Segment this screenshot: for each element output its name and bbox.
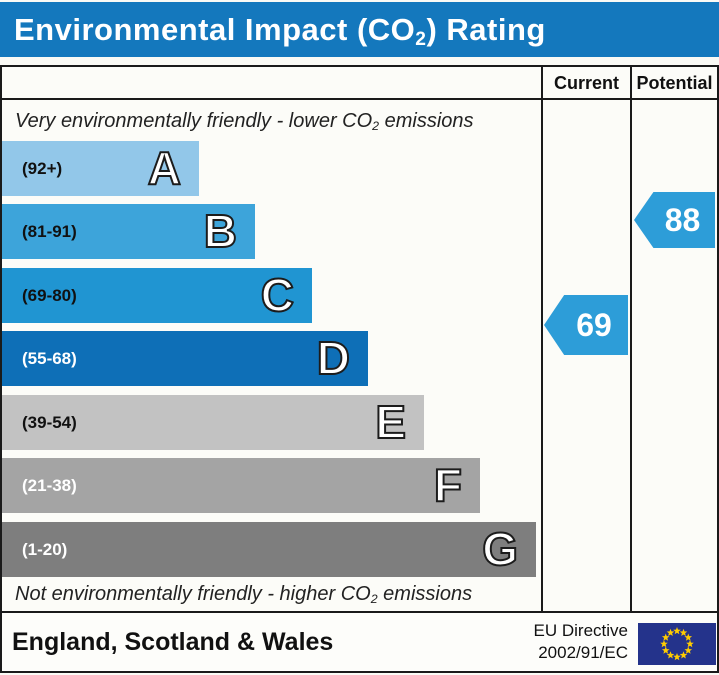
band-c: (69-80) C (2, 268, 312, 323)
band-e-range: (39-54) (22, 412, 77, 432)
band-a-range: (92+) (22, 158, 63, 178)
divider-current-column (541, 67, 543, 611)
band-a-letter: A (147, 141, 182, 195)
band-f-range: (21-38) (22, 475, 77, 495)
band-d-letter: D (316, 331, 351, 385)
footer: England, Scotland & Wales EU Directive 2… (0, 611, 719, 673)
divider-potential-column (630, 67, 632, 611)
top-note: Very environmentally friendly - lower CO… (15, 109, 474, 133)
band-b-letter: B (203, 204, 238, 258)
band-f-letter: F (433, 458, 463, 512)
column-header-current: Current (553, 73, 619, 93)
eu-directive-label: EU Directive 2002/91/EC (533, 620, 628, 662)
band-d-range: (55-68) (22, 348, 77, 368)
page-title: Environmental Impact (CO2) Rating (14, 11, 546, 50)
rating-table: Current Potential Very environmentally f… (0, 65, 719, 613)
column-header-potential: Potential (636, 73, 713, 93)
band-b: (81-91) B (2, 204, 255, 259)
band-d: (55-68) D (2, 331, 368, 386)
column-header-row: Current Potential (2, 67, 717, 100)
region-label: England, Scotland & Wales (12, 627, 334, 656)
band-e-letter: E (374, 395, 407, 449)
band-b-range: (81-91) (22, 221, 77, 241)
band-g-letter: G (481, 522, 519, 576)
bottom-note: Not environmentally friendly - higher CO… (15, 582, 473, 606)
potential-rating-arrow: 88 (634, 192, 715, 248)
band-e: (39-54) E (2, 395, 424, 450)
band-c-letter: C (260, 268, 295, 322)
eu-flag-icon (638, 623, 716, 665)
current-rating-value: 69 (576, 306, 612, 343)
band-g: (1-20) G (2, 522, 536, 577)
band-f: (21-38) F (2, 458, 480, 513)
chart-title-bar: Environmental Impact (CO2) Rating (0, 2, 719, 57)
band-a: (92+) A (2, 141, 199, 196)
potential-rating-value: 88 (664, 201, 701, 238)
band-c-range: (69-80) (22, 285, 77, 305)
band-g-range: (1-20) (22, 539, 68, 559)
current-rating-arrow: 69 (544, 295, 628, 355)
